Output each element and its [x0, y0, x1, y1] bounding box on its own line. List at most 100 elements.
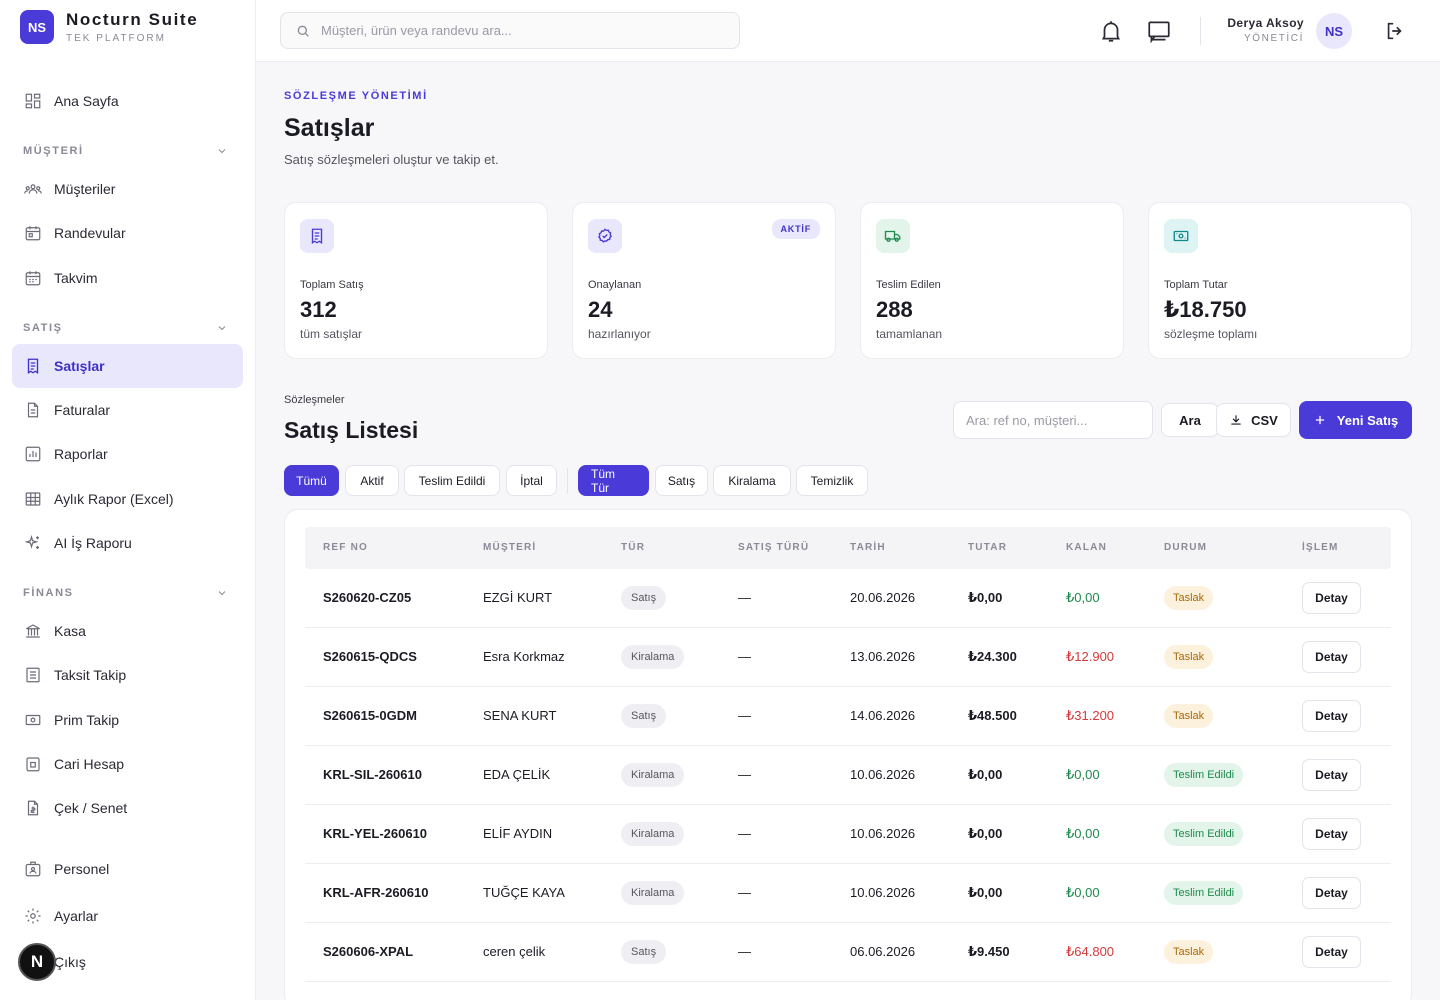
detail-button[interactable]: Detay: [1302, 759, 1361, 791]
user-info[interactable]: Derya Aksoy YÖNETİCİ: [1227, 16, 1304, 44]
notifications-button[interactable]: [1098, 18, 1124, 44]
global-search[interactable]: [280, 12, 740, 49]
status-badge: Teslim Edildi: [1164, 763, 1244, 787]
table-row[interactable]: S260615-0GDM SENA KURT Satış — 14.06.2026 ₺48…: [305, 687, 1391, 746]
nav-group-customer[interactable]: MÜŞTERİ: [23, 145, 228, 157]
table-row[interactable]: KRL-SIL-260610 EDA ÇELİK Kiralama — 10.06.20…: [305, 746, 1391, 805]
type-pill: Kiralama: [621, 763, 685, 787]
csv-export-button[interactable]: CSV: [1216, 403, 1291, 437]
sidebar-item-staff[interactable]: Personel: [12, 847, 243, 891]
avatar[interactable]: NS: [1316, 13, 1352, 49]
sidebar-item-calendar[interactable]: Takvim: [12, 256, 243, 300]
sidebar-item-settings[interactable]: Ayarlar: [12, 894, 243, 938]
section-title: Satış Listesi: [284, 417, 419, 443]
receipt-icon: [24, 357, 42, 375]
id-card-icon: [24, 860, 42, 878]
list-search-input[interactable]: [966, 412, 1136, 428]
filter-type-all[interactable]: Tüm Tür: [578, 465, 649, 496]
calendar-icon: [24, 224, 42, 242]
logout-button[interactable]: [1384, 20, 1406, 42]
status-badge: Taslak: [1164, 645, 1214, 669]
cell-date: 20.06.2026: [850, 590, 916, 605]
status-badge: AKTİF: [771, 219, 820, 239]
cash-icon: [1164, 219, 1198, 253]
cell-customer: SENA KURT: [483, 708, 557, 723]
receipt-icon: [300, 219, 334, 253]
table-row[interactable]: S260606-XPAL ceren çelik Satış — 06.06.2026 ₺…: [305, 923, 1391, 982]
filter-status-all[interactable]: Tümü: [284, 465, 339, 496]
cell-amount: ₺0,00: [968, 590, 1003, 605]
cell-ref: KRL-YEL-260610: [323, 826, 428, 841]
sidebar-item-logout[interactable]: Çıkış: [12, 940, 243, 984]
stat-value: ₺18.750: [1164, 297, 1247, 322]
table-row[interactable]: S260620-CZ05 EZGİ KURT Satış — 20.06.2026 ₺0,…: [305, 569, 1391, 628]
dev-tools-button[interactable]: N: [18, 943, 56, 981]
stat-note: hazırlanıyor: [588, 327, 651, 341]
cell-ref: KRL-SIL-260610: [323, 767, 422, 782]
table-row[interactable]: S260615-QDCS Esra Korkmaz Kiralama — 13.06.2…: [305, 628, 1391, 687]
new-sale-button[interactable]: Yeni Satış: [1299, 401, 1412, 439]
stat-label: Onaylanan: [588, 279, 642, 291]
filter-status-cancelled[interactable]: İptal: [506, 465, 557, 496]
column-header[interactable]: DURUM: [1164, 542, 1208, 553]
cell-sale-type: —: [738, 590, 751, 605]
nav-group-finance[interactable]: FİNANS: [23, 587, 228, 599]
detail-button[interactable]: Detay: [1302, 641, 1361, 673]
stat-card-approved: AKTİF Onaylanan 24 hazırlanıyor: [572, 202, 836, 359]
column-header[interactable]: MÜŞTERİ: [483, 542, 537, 553]
brand[interactable]: NS Nocturn Suite TEK PLATFORM: [20, 10, 198, 44]
sidebar-item-label: AI İş Raporu: [54, 535, 132, 551]
stat-value: 312: [300, 297, 337, 322]
sidebar-item-appointments[interactable]: Randevular: [12, 211, 243, 255]
table-row[interactable]: KRL-AFR-260610 TUĞÇE KAYA Kiralama — 10.06.2…: [305, 864, 1391, 923]
detail-button[interactable]: Detay: [1302, 936, 1361, 968]
sidebar-item-customers[interactable]: Müşteriler: [12, 167, 243, 211]
detail-button[interactable]: Detay: [1302, 877, 1361, 909]
global-search-input[interactable]: [321, 23, 721, 38]
section-eyebrow: Sözleşmeler: [284, 394, 345, 406]
sidebar-item-label: Personel: [54, 861, 110, 877]
messages-button[interactable]: [1146, 18, 1172, 44]
cell-amount: ₺0,00: [968, 826, 1003, 841]
sidebar-item-sales[interactable]: Satışlar: [12, 344, 243, 388]
cell-date: 10.06.2026: [850, 885, 916, 900]
filter-type-sale[interactable]: Satış: [655, 465, 708, 496]
column-header[interactable]: TÜR: [621, 542, 646, 553]
money-icon: [24, 711, 42, 729]
column-header[interactable]: İŞLEM: [1302, 542, 1339, 553]
column-header[interactable]: KALAN: [1066, 542, 1107, 553]
sidebar-item-invoices[interactable]: Faturalar: [12, 388, 243, 432]
column-header[interactable]: SATIŞ TÜRÜ: [738, 542, 810, 553]
sidebar-item-reports[interactable]: Raporlar: [12, 432, 243, 476]
filter-type-cleaning[interactable]: Temizlik: [796, 465, 868, 496]
column-header[interactable]: TARİH: [850, 542, 886, 553]
cell-ref: S260615-QDCS: [323, 649, 417, 664]
detail-button[interactable]: Detay: [1302, 700, 1361, 732]
cell-amount: ₺0,00: [968, 767, 1003, 782]
search-button[interactable]: Ara: [1161, 403, 1219, 437]
detail-button[interactable]: Detay: [1302, 582, 1361, 614]
filter-type-rental[interactable]: Kiralama: [713, 465, 791, 496]
filter-status-active[interactable]: Aktif: [345, 465, 399, 496]
sidebar-item-label: Kasa: [54, 623, 86, 639]
table-row[interactable]: KRL-YEL-260610 ELİF AYDIN Kiralama — 10.06.2…: [305, 805, 1391, 864]
cell-remaining: ₺12.900: [1066, 649, 1115, 664]
filter-status-delivered[interactable]: Teslim Edildi: [404, 465, 500, 496]
table-icon: [24, 490, 42, 508]
sidebar-item-cash[interactable]: Kasa: [12, 609, 243, 653]
sidebar-item-home[interactable]: Ana Sayfa: [12, 79, 243, 123]
detail-button[interactable]: Detay: [1302, 818, 1361, 850]
cell-customer: ceren çelik: [483, 944, 546, 959]
column-header[interactable]: TUTAR: [968, 542, 1008, 553]
sidebar-item-ai-report[interactable]: AI İş Raporu: [12, 521, 243, 565]
sidebar-item-monthly-report[interactable]: Aylık Rapor (Excel): [12, 477, 243, 521]
page-title: Satışlar: [284, 114, 375, 142]
sidebar-item-installments[interactable]: Taksit Takip: [12, 653, 243, 697]
sidebar-item-accounts[interactable]: Cari Hesap: [12, 742, 243, 786]
column-header[interactable]: REF NO: [323, 542, 368, 553]
nav-group-sales[interactable]: SATIŞ: [23, 322, 228, 334]
list-search[interactable]: [953, 401, 1153, 439]
sales-table: REF NO MÜŞTERİ TÜR SATIŞ TÜRÜ TARİH TUTA…: [284, 509, 1412, 1000]
sidebar-item-cheques[interactable]: Çek / Senet: [12, 786, 243, 830]
sidebar-item-bonus[interactable]: Prim Takip: [12, 698, 243, 742]
